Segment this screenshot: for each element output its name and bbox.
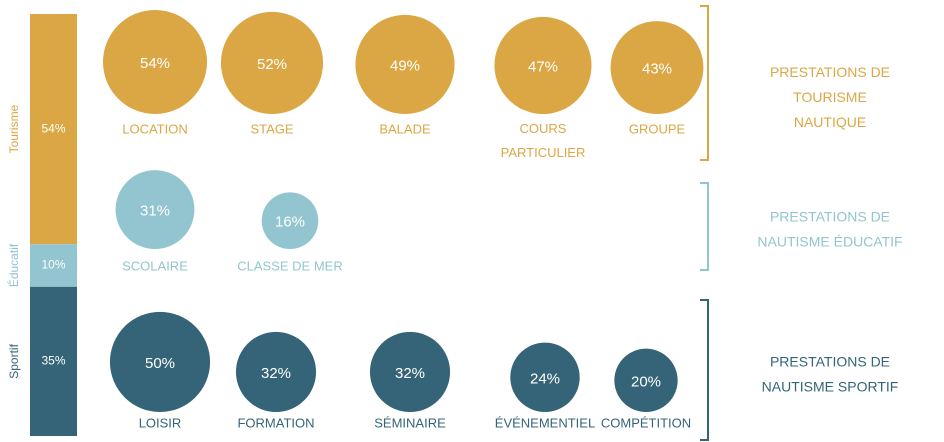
bubble-category: GROUPE [629,121,686,136]
bubble-category: ÉVÉNEMENTIEL [495,415,595,430]
group-title: PRESTATIONS DE NAUTISME SPORTIF [762,353,899,394]
bubble-category: CLASSE DE MER [237,258,342,273]
bubble-category: BALADE [379,121,431,136]
bubble-label: 50% [145,355,175,372]
bubble-label: 16% [275,214,305,231]
category-label: Sportif [7,343,21,378]
group-title: PRESTATIONS DE NAUTISME ÉDUCATIF [757,208,902,249]
bubble-label: 24% [530,370,560,387]
bubble [261,192,319,249]
bubble-label: 52% [257,56,287,73]
bubble-category: LOISIR [139,415,182,430]
bubble-label: 32% [395,365,425,382]
bubble-category: STAGE [250,121,293,136]
bubble-label: 31% [140,203,170,220]
segment-label: 10% [41,258,65,272]
category-label: Éducatif [6,243,21,287]
bubble [610,21,704,114]
bubble [614,348,678,412]
bubble [355,14,455,114]
group-title: PRESTATIONS DE TOURISME NAUTIQUE [770,64,890,130]
bubble [494,16,592,114]
bubble-label: 54% [140,55,170,72]
bracket [700,299,709,441]
bubble [510,342,580,412]
bubble [115,170,195,249]
bubble-category: FORMATION [237,415,314,430]
bubble-category: SÉMINAIRE [374,415,446,430]
bubble [102,9,208,114]
bubble-category: SCOLAIRE [122,258,188,273]
bubble-label: 47% [528,58,558,75]
bubble-category: COURS PARTICULIER [501,121,586,160]
bubble-label: 43% [642,61,672,78]
segment-label: 35% [41,354,65,368]
bubble-label: 32% [261,365,291,382]
bracket [700,5,709,161]
bar-segment [30,244,77,287]
bar-segment [30,286,77,436]
segment-label: 54% [41,121,65,135]
bubble-category: COMPÉTITION [601,415,691,430]
bar-segment [30,14,77,245]
bubble [220,11,324,114]
bubble-label: 49% [390,57,420,74]
bubble-label: 20% [631,373,661,390]
category-label: Tourisme [7,104,21,153]
bubble [109,311,211,412]
bracket [700,182,709,271]
bubble [369,331,451,412]
bubble [235,331,317,412]
bubble-category: LOCATION [122,121,188,136]
